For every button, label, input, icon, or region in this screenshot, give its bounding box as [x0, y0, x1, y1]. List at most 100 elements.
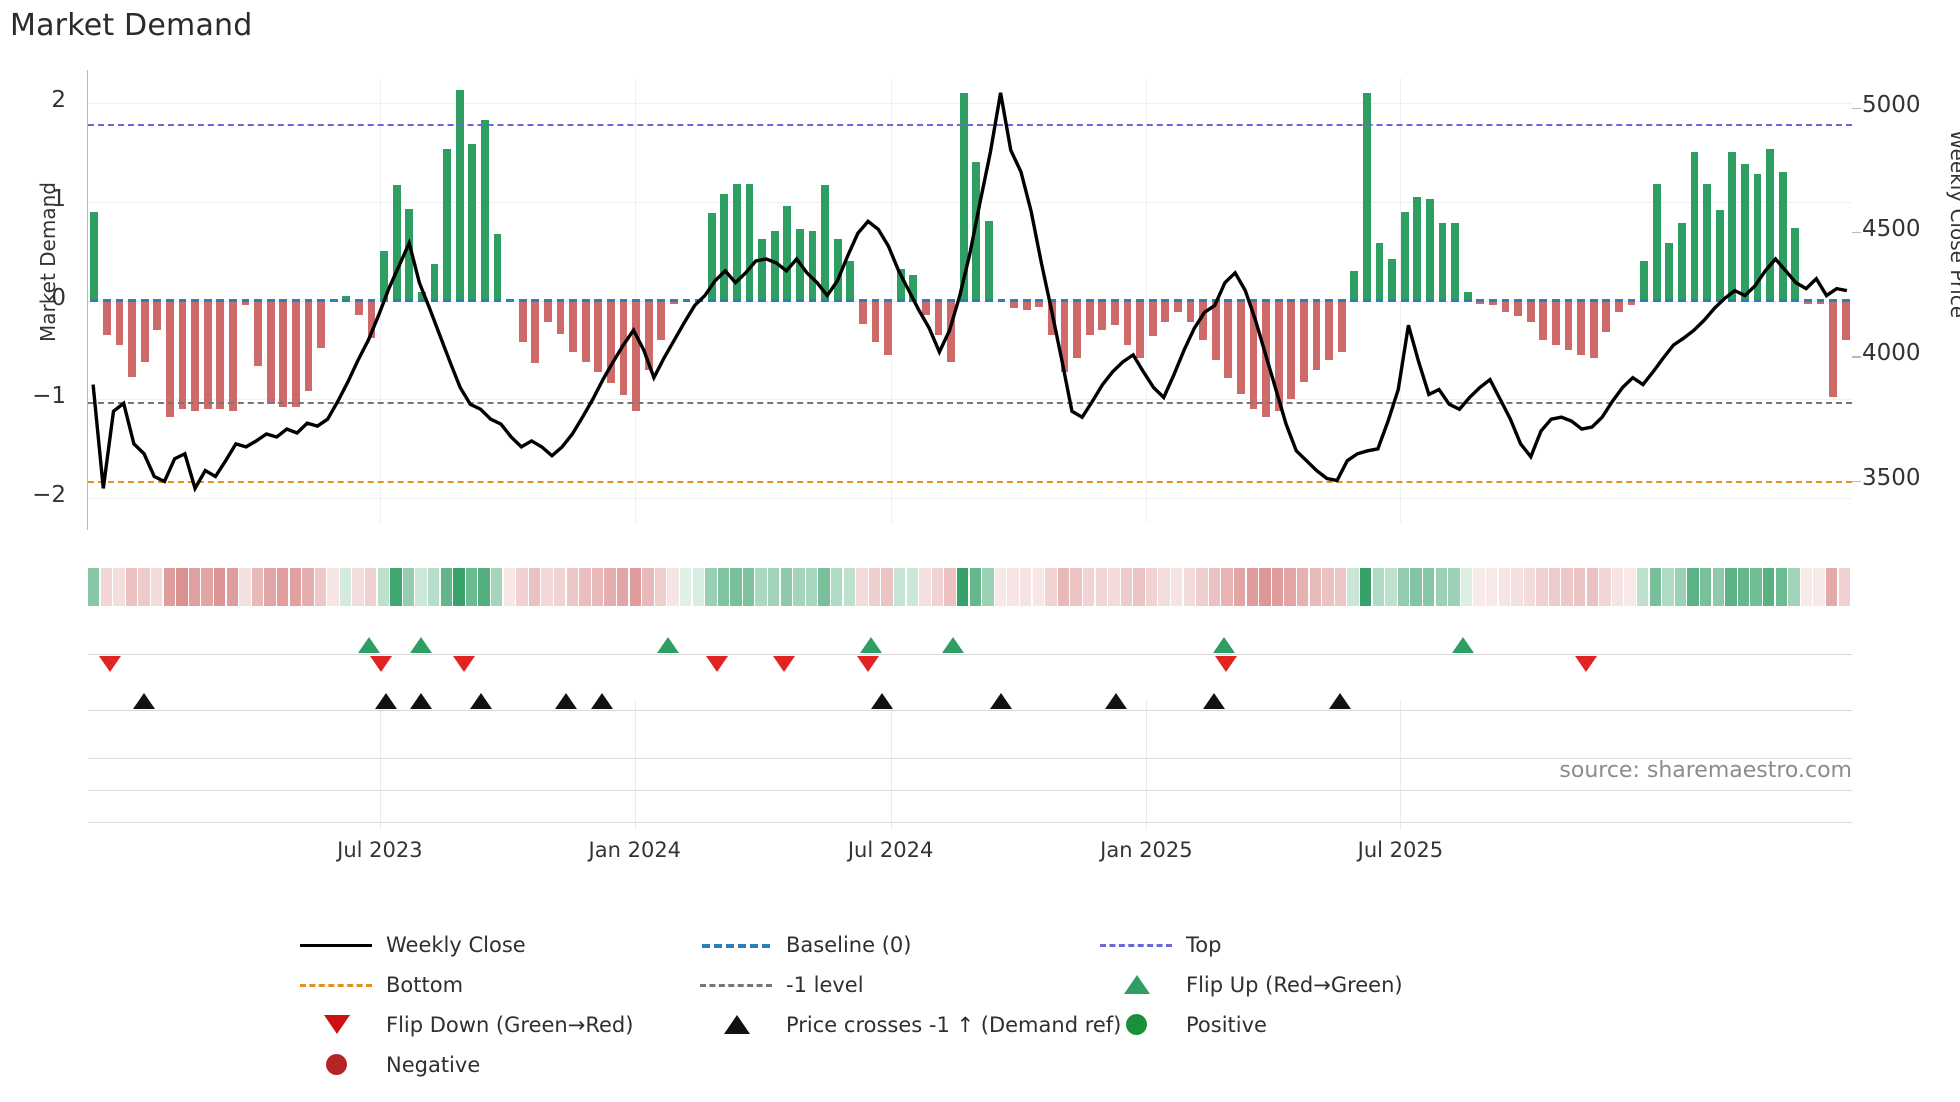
y-tick-mark-right — [1852, 356, 1861, 358]
demand-bar — [1753, 173, 1762, 301]
baseline-segment — [1791, 298, 1800, 303]
legend-item[interactable]: Baseline (0) — [700, 933, 1080, 957]
legend-item[interactable]: Positive — [1100, 1013, 1500, 1037]
baseline-segment — [1388, 298, 1396, 303]
baseline-segment — [632, 298, 640, 303]
line-swatch-icon — [300, 934, 372, 956]
legend-item[interactable]: Price crosses -1 ↑ (Demand ref) — [700, 1013, 1121, 1037]
demand-bar — [1715, 209, 1724, 301]
demand-bar — [972, 162, 981, 301]
demand-bar — [707, 213, 716, 301]
baseline-segment — [1110, 298, 1119, 303]
baseline-segment — [1173, 298, 1182, 303]
demand-bar — [518, 300, 527, 343]
demand-bar — [1350, 270, 1359, 301]
heatmap-cell — [579, 568, 591, 606]
baseline-segment — [392, 298, 401, 303]
heatmap-cell — [1687, 568, 1699, 606]
baseline-segment — [682, 298, 691, 303]
baseline-segment — [1677, 298, 1686, 303]
baseline-segment — [279, 298, 288, 303]
heatmap-cell — [402, 568, 415, 606]
heatmap-cell — [1196, 568, 1208, 606]
divider-line-1 — [88, 758, 1852, 759]
heatmap-cell — [88, 568, 100, 606]
demand-bar — [720, 193, 729, 301]
baseline-segment — [1400, 298, 1409, 303]
demand-bar — [1539, 300, 1548, 341]
heatmap-cell — [1108, 568, 1120, 606]
legend-item[interactable]: Flip Down (Green→Red) — [300, 1013, 680, 1037]
baseline-segment — [644, 298, 653, 303]
legend-item[interactable]: Weekly Close — [300, 933, 680, 957]
baseline-segment — [1413, 298, 1422, 303]
flip-down-marker — [705, 656, 728, 672]
heatmap-cell — [201, 568, 213, 606]
divider-line-3 — [88, 822, 1852, 823]
legend-label: Bottom — [386, 973, 464, 997]
heatmap-cell — [1145, 568, 1158, 606]
dot-icon — [1100, 1014, 1172, 1036]
legend-item[interactable]: Negative — [300, 1053, 680, 1077]
baseline-segment — [921, 298, 930, 303]
heatmap-cell — [1070, 568, 1082, 606]
heatmap-cell — [768, 568, 780, 606]
heatmap-cell — [831, 568, 843, 606]
flip-down-marker — [772, 656, 795, 672]
demand-bar — [1085, 300, 1094, 336]
heatmap-cell — [113, 568, 125, 606]
heatmap-cell — [302, 568, 314, 606]
weekly-close-line — [88, 78, 1852, 523]
heatmap-cell — [1397, 568, 1410, 606]
heatmap-cell — [1448, 568, 1460, 606]
baseline-segment — [1262, 298, 1270, 303]
heatmap-cell — [730, 568, 742, 606]
demand-bar — [468, 144, 477, 301]
heatmap-cell — [692, 568, 704, 606]
baseline-segment — [543, 298, 552, 303]
baseline-segment — [1362, 298, 1371, 303]
heatmap-cell — [1347, 568, 1359, 606]
legend-label: Flip Down (Green→Red) — [386, 1013, 634, 1037]
baseline-segment — [606, 298, 615, 303]
baseline-segment — [1753, 298, 1762, 303]
baseline-segment — [783, 298, 792, 303]
baseline-segment — [178, 298, 187, 303]
legend-label: Price crosses -1 ↑ (Demand ref) — [786, 1013, 1122, 1037]
x-gridline — [1146, 700, 1148, 830]
baseline-segment — [1186, 298, 1195, 303]
baseline-segment — [367, 298, 376, 303]
demand-bar — [380, 251, 388, 301]
heatmap-cell — [755, 568, 767, 606]
price-cross-marker — [470, 693, 493, 709]
heatmap-cell — [818, 568, 830, 606]
heatmap-cell — [1662, 568, 1674, 606]
baseline-segment — [594, 298, 603, 303]
heatmap-cell — [1334, 568, 1347, 606]
x-tick-label: Jan 2025 — [1100, 838, 1193, 862]
heatmap-cell — [717, 568, 730, 606]
heatmap-cell — [1259, 568, 1271, 606]
demand-bar — [821, 184, 829, 301]
heatmap-cell — [667, 568, 679, 606]
legend-item[interactable]: -1 level — [700, 973, 1080, 997]
heatmap-cell — [176, 568, 188, 606]
demand-bar — [770, 231, 779, 301]
flip-down-marker — [99, 656, 121, 672]
heatmap-cell — [1523, 568, 1536, 606]
demand-bar — [732, 183, 741, 301]
baseline-segment — [518, 298, 527, 303]
heatmap-cell — [1599, 568, 1611, 606]
demand-bar — [1413, 196, 1422, 301]
x-tick-label: Jul 2023 — [337, 838, 423, 862]
baseline-segment — [1690, 298, 1699, 303]
baseline-segment — [1829, 298, 1837, 303]
dot-icon — [300, 1054, 372, 1076]
heatmap-cell — [1561, 568, 1573, 606]
legend-item[interactable]: Flip Up (Red→Green) — [1100, 973, 1500, 997]
baseline-segment — [1325, 298, 1333, 303]
legend-item[interactable]: Bottom — [300, 973, 680, 997]
heatmap-cell — [1171, 568, 1183, 606]
legend-item[interactable]: Top — [1100, 933, 1500, 957]
demand-bar — [556, 300, 565, 335]
